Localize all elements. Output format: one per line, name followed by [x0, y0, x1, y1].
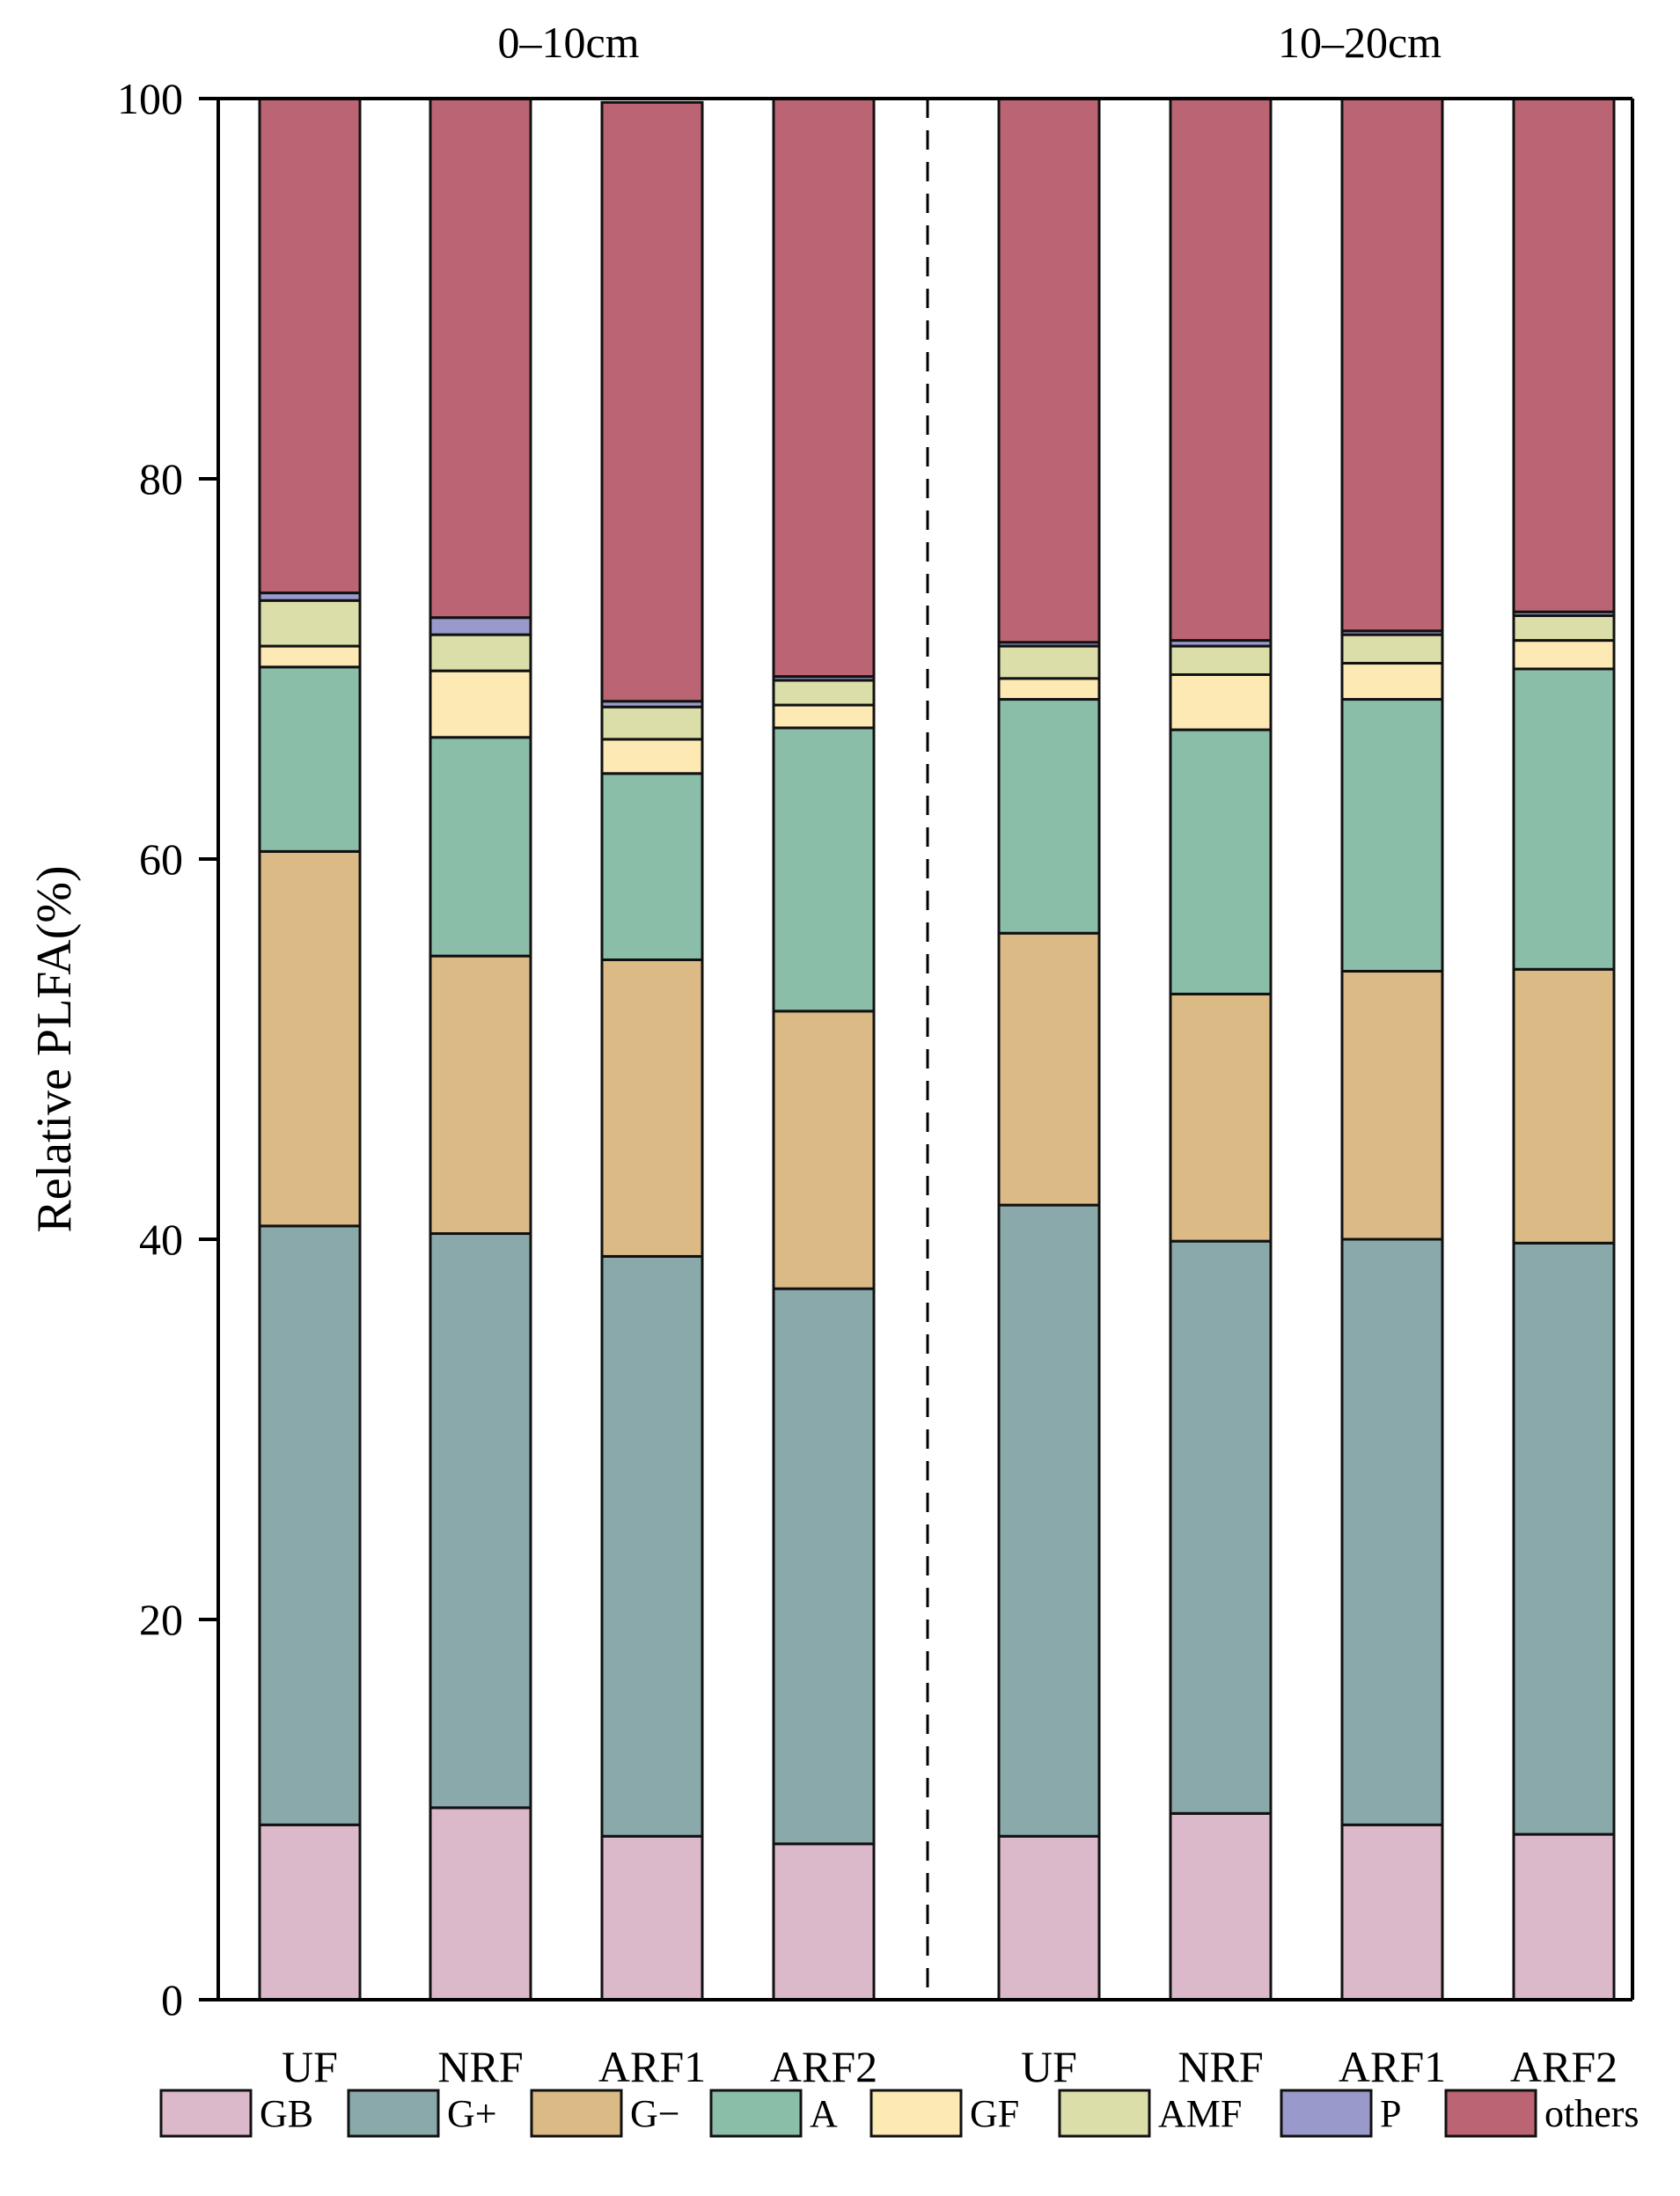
- legend-label-others: others: [1544, 2092, 1640, 2135]
- bar-segment-others-g1-nrf: [429, 97, 532, 620]
- x-tick-label-g1-arf2: ARF2: [770, 2042, 877, 2091]
- bar-segment-p-g1-nrf: [429, 616, 532, 636]
- bar-segment-gf-g2-arf2: [1512, 639, 1616, 671]
- group-label-2: 10–20cm: [1278, 18, 1442, 67]
- legend-swatch-others: [1444, 2089, 1537, 2138]
- bar-segment-gplus-g2-arf1: [1340, 1238, 1444, 1826]
- bar-segment-gf-g2-nrf: [1169, 672, 1273, 731]
- bar-segment-amf-g2-arf2: [1512, 614, 1616, 643]
- bar-segment-a-g2-arf1: [1340, 698, 1444, 973]
- x-tick-label-g2-nrf: NRF: [1177, 2042, 1263, 2091]
- bar-segment-amf-g1-uf: [258, 599, 362, 648]
- y-tick-label-80: 80: [139, 454, 183, 503]
- legend-swatch-gb: [159, 2089, 253, 2138]
- bar-segment-others-g2-arf2: [1512, 97, 1616, 613]
- bar-segment-amf-g2-nrf: [1169, 644, 1273, 676]
- bar-segment-gplus-g1-arf1: [600, 1254, 704, 1838]
- legend-swatch-gminus: [530, 2089, 623, 2138]
- y-axis-title: Relative PLFA(%): [27, 865, 82, 1232]
- legend-swatch-a: [709, 2089, 803, 2138]
- x-tick-label-g2-arf2: ARF2: [1510, 2042, 1618, 2091]
- legend-swatch-amf: [1058, 2089, 1151, 2138]
- x-tick-label-g1-arf1: ARF1: [598, 2042, 706, 2091]
- bar-segment-others-g2-nrf: [1169, 97, 1273, 643]
- legend-label-gf: GF: [970, 2092, 1019, 2135]
- bar-segment-a-g2-uf: [997, 698, 1101, 935]
- bar-segment-gf-g1-arf1: [600, 738, 704, 775]
- bar-segment-a-g1-arf2: [772, 726, 876, 1013]
- bar-segment-amf-g1-arf1: [600, 705, 704, 741]
- bar-segment-gplus-g2-arf2: [1512, 1241, 1616, 1836]
- axes-layer: [199, 97, 1634, 2001]
- bar-segment-others-g1-uf: [258, 97, 362, 595]
- bar-segment-amf-g1-nrf: [429, 633, 532, 672]
- y-tick-label-20: 20: [139, 1595, 183, 1644]
- bar-segment-gb-g2-arf1: [1340, 1823, 1444, 2001]
- bars-layer: [258, 97, 1616, 2001]
- legend-label-p: P: [1380, 2092, 1401, 2135]
- legend-swatch-p: [1280, 2089, 1373, 2138]
- legend-swatch-gf: [869, 2089, 963, 2138]
- bar-segment-gplus-g1-uf: [258, 1224, 362, 1826]
- bar-segment-amf-g2-uf: [997, 644, 1101, 680]
- y-tick-label-40: 40: [139, 1215, 183, 1264]
- bar-segment-gf-g2-arf1: [1340, 662, 1444, 701]
- bar-segment-gminus-g2-arf2: [1512, 967, 1616, 1245]
- bar-segment-gf-g1-nrf: [429, 669, 532, 739]
- bar-segment-gplus-g1-nrf: [429, 1232, 532, 1810]
- bar-segment-others-g2-arf1: [1340, 97, 1444, 633]
- bar-segment-others-g2-uf: [997, 97, 1101, 644]
- legend-label-a: A: [810, 2092, 838, 2135]
- bar-segment-amf-g2-arf1: [1340, 633, 1444, 665]
- bar-segment-gminus-g2-arf1: [1340, 969, 1444, 1241]
- x-tick-label-g2-uf: UF: [1021, 2042, 1077, 2091]
- bar-segment-gf-g1-uf: [258, 644, 362, 669]
- legend-swatch-gplus: [347, 2089, 440, 2138]
- bar-segment-gf-g1-arf2: [772, 703, 876, 730]
- bar-segment-gb-g2-arf2: [1512, 1832, 1616, 2001]
- bar-segment-gminus-g1-nrf: [429, 954, 532, 1236]
- labels-layer: UF NRF ARF1 ARF2 0–10cm UF NRF ARF1 ARF2 10–20cm 0…: [27, 18, 1618, 2091]
- bar-segment-gb-g1-uf: [258, 1823, 362, 2001]
- legend-label-amf: AMF: [1158, 2092, 1242, 2135]
- bar-segment-gplus-g2-nrf: [1169, 1239, 1273, 1815]
- y-tick-label-0: 0: [161, 1975, 183, 2024]
- bar-segment-gminus-g1-uf: [258, 849, 362, 1228]
- y-tick-label-100: 100: [117, 74, 183, 123]
- x-tick-label-g1-uf: UF: [282, 2042, 338, 2091]
- bar-segment-gplus-g2-uf: [997, 1203, 1101, 1838]
- legend-label-gplus: G+: [447, 2092, 497, 2135]
- bar-segment-gb-g2-uf: [997, 1834, 1101, 2001]
- bar-segment-gb-g2-nrf: [1169, 1811, 1273, 2001]
- x-tick-label-g1-nrf: NRF: [437, 2042, 523, 2091]
- bar-segment-gb-g1-nrf: [429, 1806, 532, 2001]
- group-label-1: 0–10cm: [497, 18, 639, 67]
- bar-segment-others-g1-arf1: [600, 100, 704, 703]
- bar-segment-a-g2-nrf: [1169, 728, 1273, 995]
- bar-segment-a-g1-nrf: [429, 736, 532, 958]
- y-tick-label-60: 60: [139, 834, 183, 884]
- bar-segment-a-g2-arf2: [1512, 667, 1616, 971]
- bar-segment-others-g1-arf2: [772, 97, 876, 679]
- bar-segment-gminus-g2-nrf: [1169, 992, 1273, 1243]
- bar-segment-gminus-g1-arf1: [600, 958, 704, 1258]
- bar-segment-gplus-g1-arf2: [772, 1287, 876, 1846]
- legend-label-gminus: G−: [630, 2092, 680, 2135]
- legend-label-gb: GB: [260, 2092, 313, 2135]
- bar-segment-a-g1-arf1: [600, 772, 704, 961]
- bar-segment-gb-g1-arf1: [600, 1834, 704, 2001]
- x-tick-label-g2-arf1: ARF1: [1339, 2042, 1446, 2091]
- bar-segment-gf-g2-uf: [997, 677, 1101, 701]
- bar-segment-amf-g1-arf2: [772, 679, 876, 707]
- bar-segment-gminus-g2-uf: [997, 931, 1101, 1207]
- bar-segment-gminus-g1-arf2: [772, 1010, 876, 1290]
- bar-segment-gb-g1-arf2: [772, 1842, 876, 2001]
- bar-segment-a-g1-uf: [258, 665, 362, 853]
